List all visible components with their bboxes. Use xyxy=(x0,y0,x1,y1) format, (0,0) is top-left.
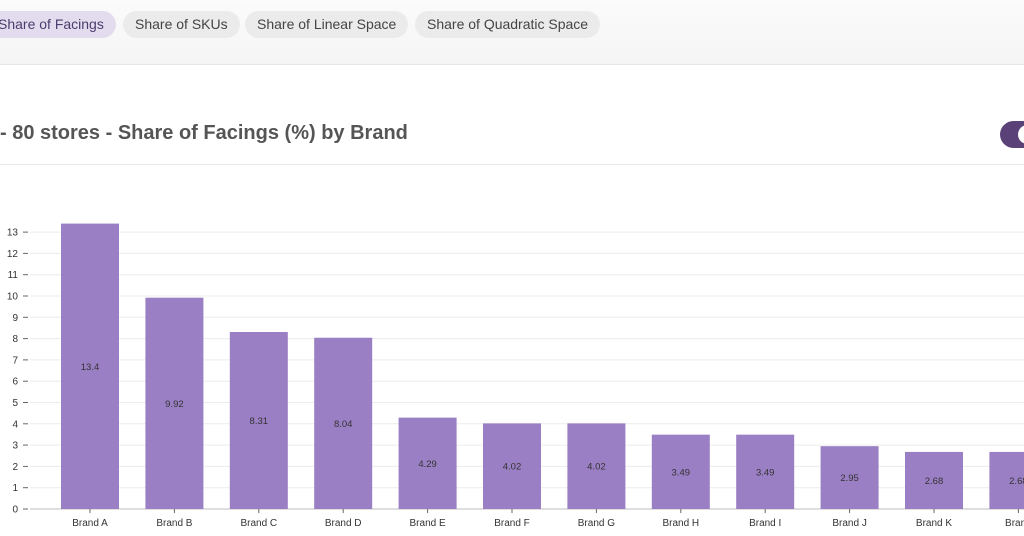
y-tick-label: 7 xyxy=(12,355,18,366)
y-tick-label: 9 xyxy=(12,313,18,324)
x-tick-label: Brand E xyxy=(410,518,446,529)
x-tick-label: Brand xyxy=(1005,518,1024,529)
x-tick-label: Brand G xyxy=(578,518,615,529)
bar xyxy=(736,434,795,509)
bar-value-label: 4.02 xyxy=(503,462,522,473)
bar-value-label: 4.02 xyxy=(587,462,606,473)
x-tick-label: Brand I xyxy=(749,518,781,529)
x-tick-label: Brand F xyxy=(494,518,530,529)
bar xyxy=(314,337,373,509)
y-tick-label: 0 xyxy=(12,505,18,516)
bar xyxy=(229,331,288,509)
bar-value-label: 4.29 xyxy=(418,459,437,470)
bar-value-label: 8.31 xyxy=(250,416,269,427)
tab-bar: Share of Facings Share of SKUs Share of … xyxy=(0,0,1024,65)
bar-value-label: 2.68 xyxy=(1009,476,1024,487)
y-tick-label: 3 xyxy=(12,441,18,452)
toggle-knob xyxy=(1018,125,1024,144)
y-tick-label: 13 xyxy=(7,228,19,239)
bar-value-label: 3.49 xyxy=(672,467,691,478)
bar xyxy=(820,446,879,509)
x-tick-label: Brand H xyxy=(662,518,699,529)
y-tick-label: 8 xyxy=(12,334,18,345)
x-tick-label: Brand A xyxy=(72,518,108,529)
x-tick-label: Brand K xyxy=(916,518,952,529)
bar xyxy=(398,417,457,509)
bar xyxy=(567,423,626,509)
bar-value-label: 13.4 xyxy=(81,362,100,373)
x-tick-label: Brand B xyxy=(156,518,192,529)
view-toggle[interactable] xyxy=(1000,121,1024,148)
tab-share-of-quadratic-space[interactable]: Share of Quadratic Space xyxy=(415,11,601,38)
bar xyxy=(145,297,204,509)
y-tick-label: 2 xyxy=(12,462,18,473)
chart-title: - 80 stores - Share of Facings (%) by Br… xyxy=(0,122,408,144)
tab-share-of-linear-space[interactable]: Share of Linear Space xyxy=(245,11,409,38)
y-tick-label: 5 xyxy=(12,398,18,409)
header-divider xyxy=(0,164,1024,165)
y-tick-label: 6 xyxy=(12,377,18,388)
y-tick-label: 12 xyxy=(7,249,19,260)
bar-value-label: 8.04 xyxy=(334,419,353,430)
bar xyxy=(905,451,963,509)
y-tick-label: 10 xyxy=(7,292,19,303)
bar-value-label: 2.68 xyxy=(925,476,944,487)
bar xyxy=(61,223,119,509)
y-tick-label: 11 xyxy=(8,270,19,281)
tab-share-of-skus[interactable]: Share of SKUs xyxy=(123,11,240,38)
x-tick-label: Brand J xyxy=(832,518,866,529)
tab-share-of-facings[interactable]: Share of Facings xyxy=(0,11,116,38)
bar xyxy=(483,423,541,509)
bar xyxy=(989,451,1024,509)
bar-value-label: 9.92 xyxy=(165,399,184,410)
bar-value-label: 3.49 xyxy=(756,467,775,478)
bar xyxy=(651,434,710,509)
bar-value-label: 2.95 xyxy=(840,473,859,484)
x-tick-label: Brand C xyxy=(240,518,277,529)
y-tick-label: 4 xyxy=(12,419,18,430)
x-tick-label: Brand D xyxy=(325,518,362,529)
y-tick-label: 1 xyxy=(12,483,18,494)
